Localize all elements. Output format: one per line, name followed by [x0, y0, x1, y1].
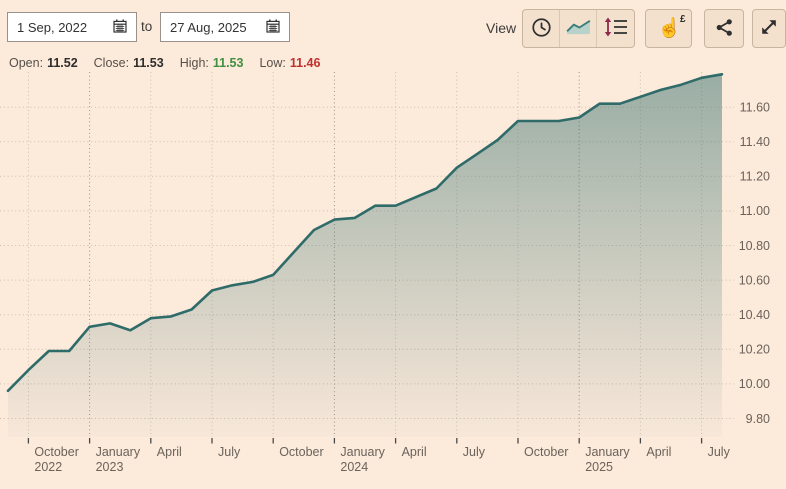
touch-pound-icon: ☝ £: [657, 13, 686, 39]
ohlc-open: Open: 11.52: [9, 56, 78, 70]
depth-icon: [604, 17, 628, 40]
svg-text:January: January: [96, 445, 141, 459]
high-value: 11.53: [212, 56, 244, 70]
svg-text:11.60: 11.60: [740, 101, 770, 115]
ohlc-low: Low: 11.46: [259, 56, 320, 70]
ohlc-close: Close: 11.53: [94, 56, 164, 70]
svg-text:April: April: [646, 445, 671, 459]
close-label: Close:: [93, 56, 130, 70]
svg-text:July: July: [463, 445, 486, 459]
ohlc-high: High: 11.53: [180, 56, 244, 70]
svg-text:October: October: [34, 445, 78, 459]
share-button[interactable]: [704, 9, 744, 48]
line-chart-button[interactable]: [560, 10, 597, 47]
svg-text:10.00: 10.00: [739, 377, 770, 391]
depth-view-button[interactable]: [597, 10, 634, 47]
svg-text:11.20: 11.20: [740, 170, 770, 184]
svg-text:April: April: [157, 445, 182, 459]
view-label: View: [486, 20, 517, 36]
svg-text:10.20: 10.20: [739, 343, 770, 357]
chart-view-button-group: [522, 9, 635, 48]
share-icon: [714, 17, 735, 41]
ohlc-readout: Open: 11.52 Close: 11.53 High: 11.53 Low…: [9, 56, 320, 70]
svg-text:July: July: [218, 445, 241, 459]
svg-text:2022: 2022: [34, 460, 62, 474]
date-range-to-label: to: [141, 19, 153, 34]
svg-text:2025: 2025: [585, 460, 613, 474]
fullscreen-button[interactable]: [752, 9, 786, 48]
svg-text:October: October: [279, 445, 323, 459]
tap-for-price-button[interactable]: ☝ £: [645, 9, 692, 48]
svg-text:10.40: 10.40: [739, 308, 770, 322]
history-button[interactable]: [523, 10, 560, 47]
date-to-value: 27 Aug, 2025: [170, 19, 247, 35]
date-from-field[interactable]: 1 Sep, 2022: [7, 12, 137, 42]
svg-text:January: January: [340, 445, 385, 459]
calendar-icon[interactable]: [266, 19, 280, 36]
clock-icon: [530, 16, 553, 42]
svg-text:9.80: 9.80: [746, 412, 770, 426]
open-label: Open:: [9, 56, 44, 70]
line-chart-icon: [565, 18, 592, 40]
svg-text:10.80: 10.80: [739, 239, 770, 253]
calendar-icon[interactable]: [113, 19, 127, 36]
low-label: Low:: [259, 56, 286, 70]
svg-text:2024: 2024: [340, 460, 368, 474]
svg-text:January: January: [585, 445, 630, 459]
svg-text:10.60: 10.60: [739, 273, 770, 287]
svg-text:2023: 2023: [96, 460, 124, 474]
svg-text:April: April: [402, 445, 427, 459]
date-from-value: 1 Sep, 2022: [17, 19, 88, 35]
high-label: High:: [179, 56, 209, 70]
svg-text:October: October: [524, 445, 568, 459]
open-value: 11.52: [47, 56, 78, 70]
close-value: 11.53: [133, 56, 164, 70]
expand-icon: [759, 17, 779, 40]
date-to-field[interactable]: 27 Aug, 2025: [160, 12, 290, 42]
low-value: 11.46: [289, 56, 321, 70]
svg-text:July: July: [708, 445, 731, 459]
svg-text:11.40: 11.40: [740, 135, 770, 149]
svg-text:11.00: 11.00: [740, 204, 770, 218]
